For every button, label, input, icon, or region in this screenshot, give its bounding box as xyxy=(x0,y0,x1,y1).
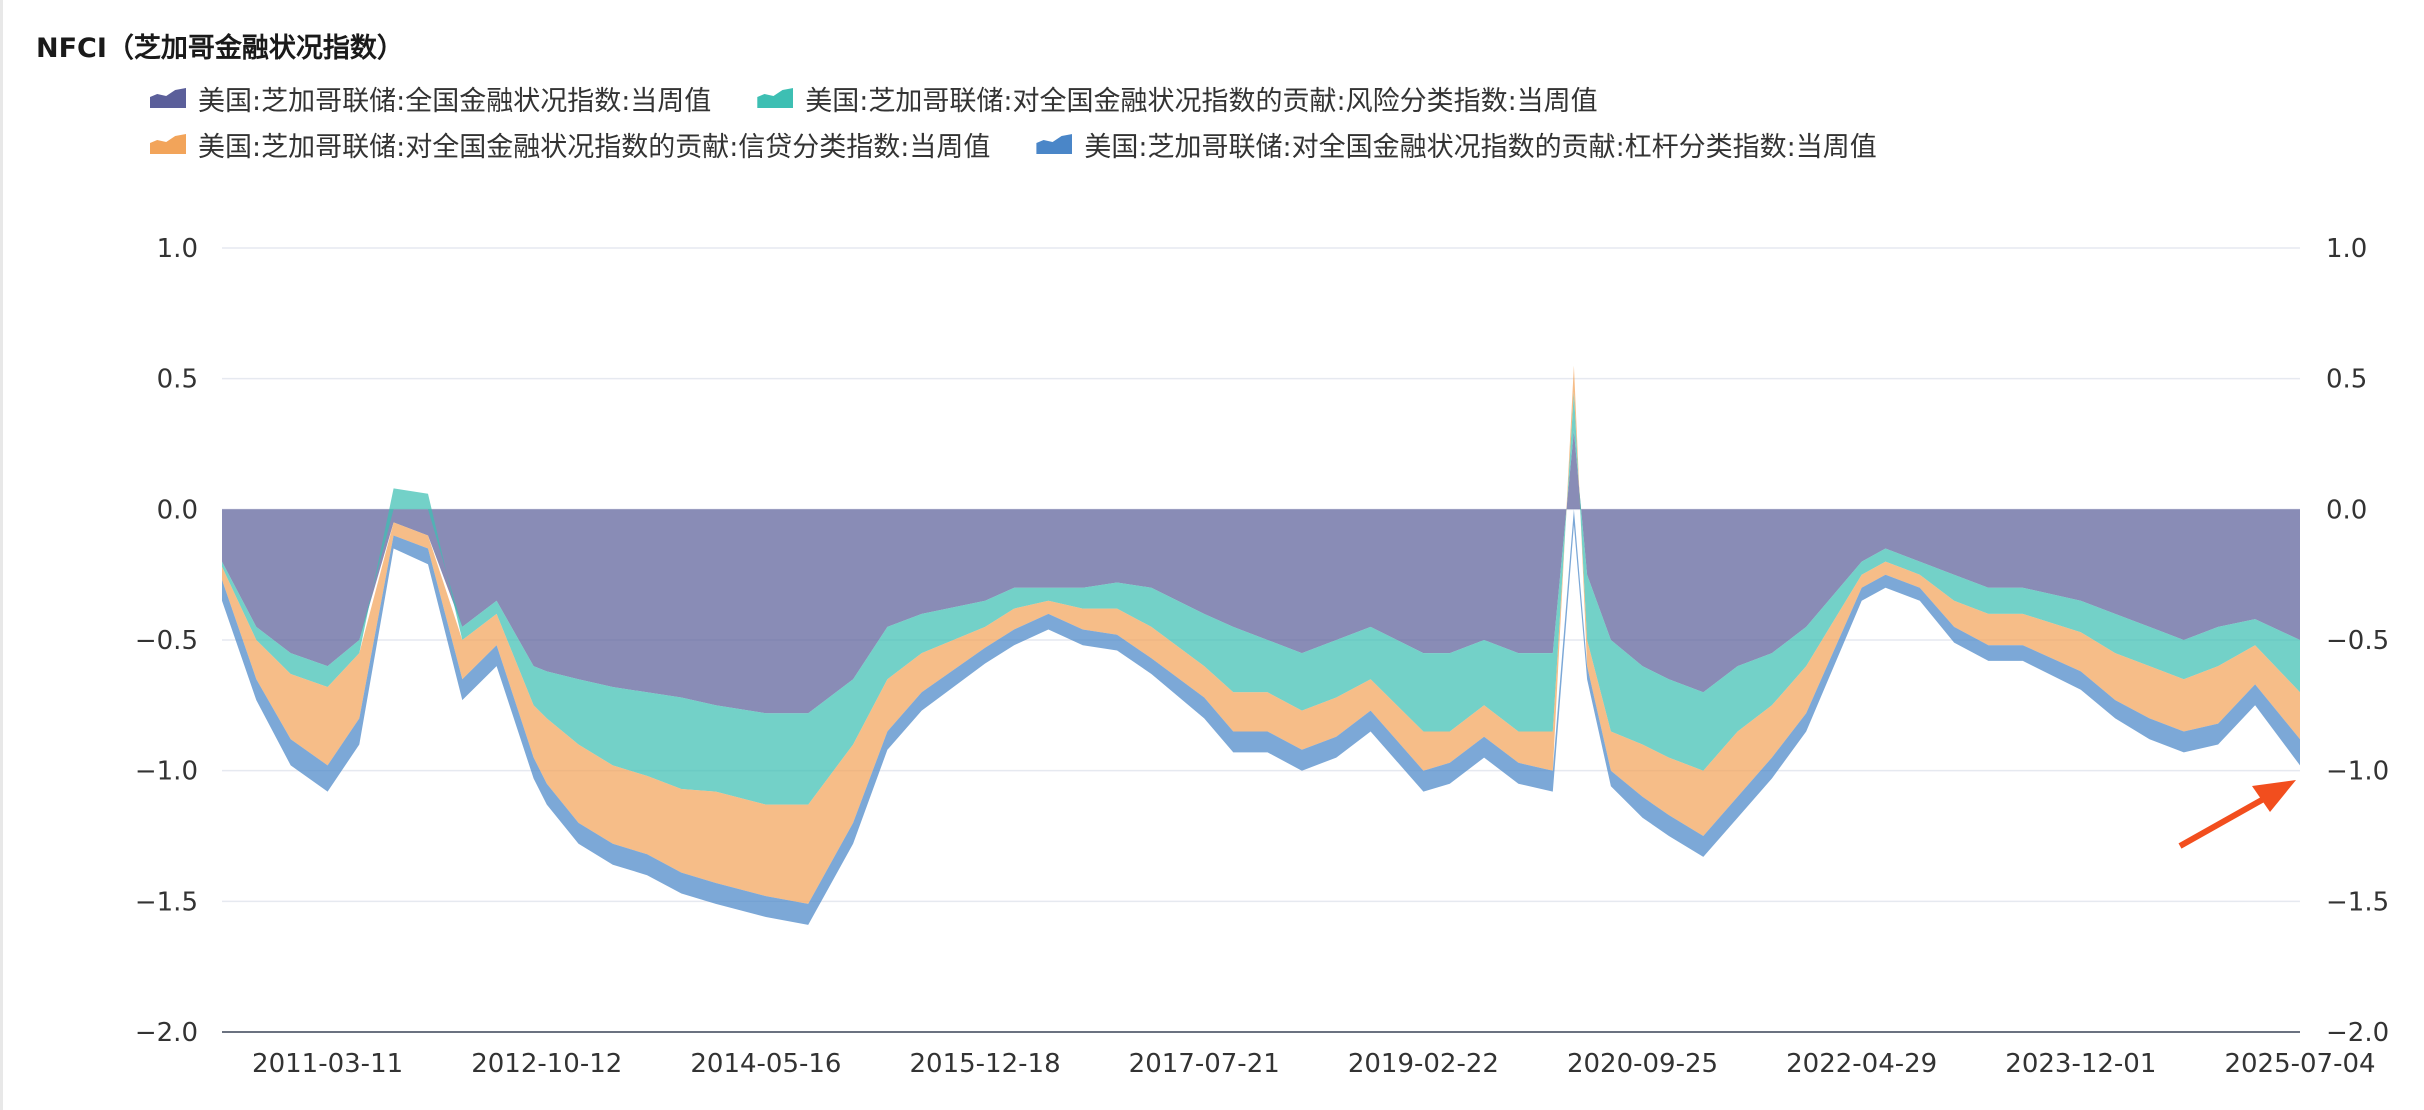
axes: 1.0 1.0 0.5 0.5 0.0 0.0 −0.5 −0.5 −1.0 −1.0 −1.5 −1… xyxy=(135,234,2389,1079)
y-tick-label-right: −1.5 xyxy=(2326,887,2389,917)
x-tick-label: 2019-02-22 xyxy=(1348,1049,1499,1079)
y-tick-label-right: 0.5 xyxy=(2326,365,2367,395)
y-tick-label-left: −0.5 xyxy=(135,626,198,656)
x-tick-label: 2017-07-21 xyxy=(1129,1049,1280,1079)
y-tick-label-right: −0.5 xyxy=(2326,626,2389,656)
y-tick-label-left: −1.0 xyxy=(135,757,198,787)
legend-label-credit: 美国:芝加哥联储:对全国金融状况指数的贡献:信贷分类指数:当周值 xyxy=(198,131,991,163)
y-tick-label-left: −2.0 xyxy=(135,1018,198,1048)
legend-label-nfci: 美国:芝加哥联储:全国金融状况指数:当周值 xyxy=(198,85,712,117)
x-tick-label: 2023-12-01 xyxy=(2005,1049,2156,1079)
y-tick-label-right: 0.0 xyxy=(2326,495,2367,525)
x-tick-label: 2015-12-18 xyxy=(910,1049,1061,1079)
x-tick-label: 2025-07-04 xyxy=(2224,1049,2375,1079)
legend-item-leverage[interactable]: 美国:芝加哥联储:对全国金融状况指数的贡献:杠杆分类指数:当周值 xyxy=(1036,125,1877,164)
legend-row-1: 美国:芝加哥联储:全国金融状况指数:当周值 美国:芝加哥联储:对全国金融状况指数… xyxy=(150,78,1644,118)
y-tick-label-left: 0.0 xyxy=(157,495,198,525)
legend-label-leverage: 美国:芝加哥联储:对全国金融状况指数的贡献:杠杆分类指数:当周值 xyxy=(1084,131,1877,163)
legend-row-2: 美国:芝加哥联储:对全国金融状况指数的贡献:信贷分类指数:当周值 美国:芝加哥联… xyxy=(150,124,1923,164)
x-tick-label: 2014-05-16 xyxy=(690,1049,841,1079)
area-series-1[interactable] xyxy=(222,430,2300,714)
annotation-arrow xyxy=(2178,780,2296,849)
legend-item-nfci[interactable]: 美国:芝加哥联储:全国金融状况指数:当周值 xyxy=(150,79,711,118)
y-tick-label-right: 1.0 xyxy=(2326,234,2367,264)
y-tick-label-right: −2.0 xyxy=(2326,1018,2389,1048)
x-tick-label: 2022-04-29 xyxy=(1786,1049,1937,1079)
y-tick-label-right: −1.0 xyxy=(2326,757,2389,787)
legend-label-risk: 美国:芝加哥联储:对全国金融状况指数的贡献:风险分类指数:当周值 xyxy=(805,85,1598,117)
y-tick-label-left: −1.5 xyxy=(135,887,198,917)
left-border xyxy=(0,0,3,1110)
chart-title: NFCI（芝加哥金融状况指数） xyxy=(36,33,404,64)
arrow-shaft xyxy=(2178,789,2278,849)
legend-item-risk[interactable]: 美国:芝加哥联储:对全国金融状况指数的贡献:风险分类指数:当周值 xyxy=(757,79,1598,118)
legend-item-credit[interactable]: 美国:芝加哥联储:对全国金融状况指数的贡献:信贷分类指数:当周值 xyxy=(150,125,990,164)
y-tick-label-left: 1.0 xyxy=(157,234,198,264)
arrow-head-icon xyxy=(2252,780,2296,812)
x-tick-label: 2020-09-25 xyxy=(1567,1049,1718,1079)
stacked-areas xyxy=(222,365,2300,925)
y-tick-label-left: 0.5 xyxy=(157,365,198,395)
x-tick-label: 2011-03-11 xyxy=(252,1049,403,1079)
x-tick-label: 2012-10-12 xyxy=(471,1049,622,1079)
